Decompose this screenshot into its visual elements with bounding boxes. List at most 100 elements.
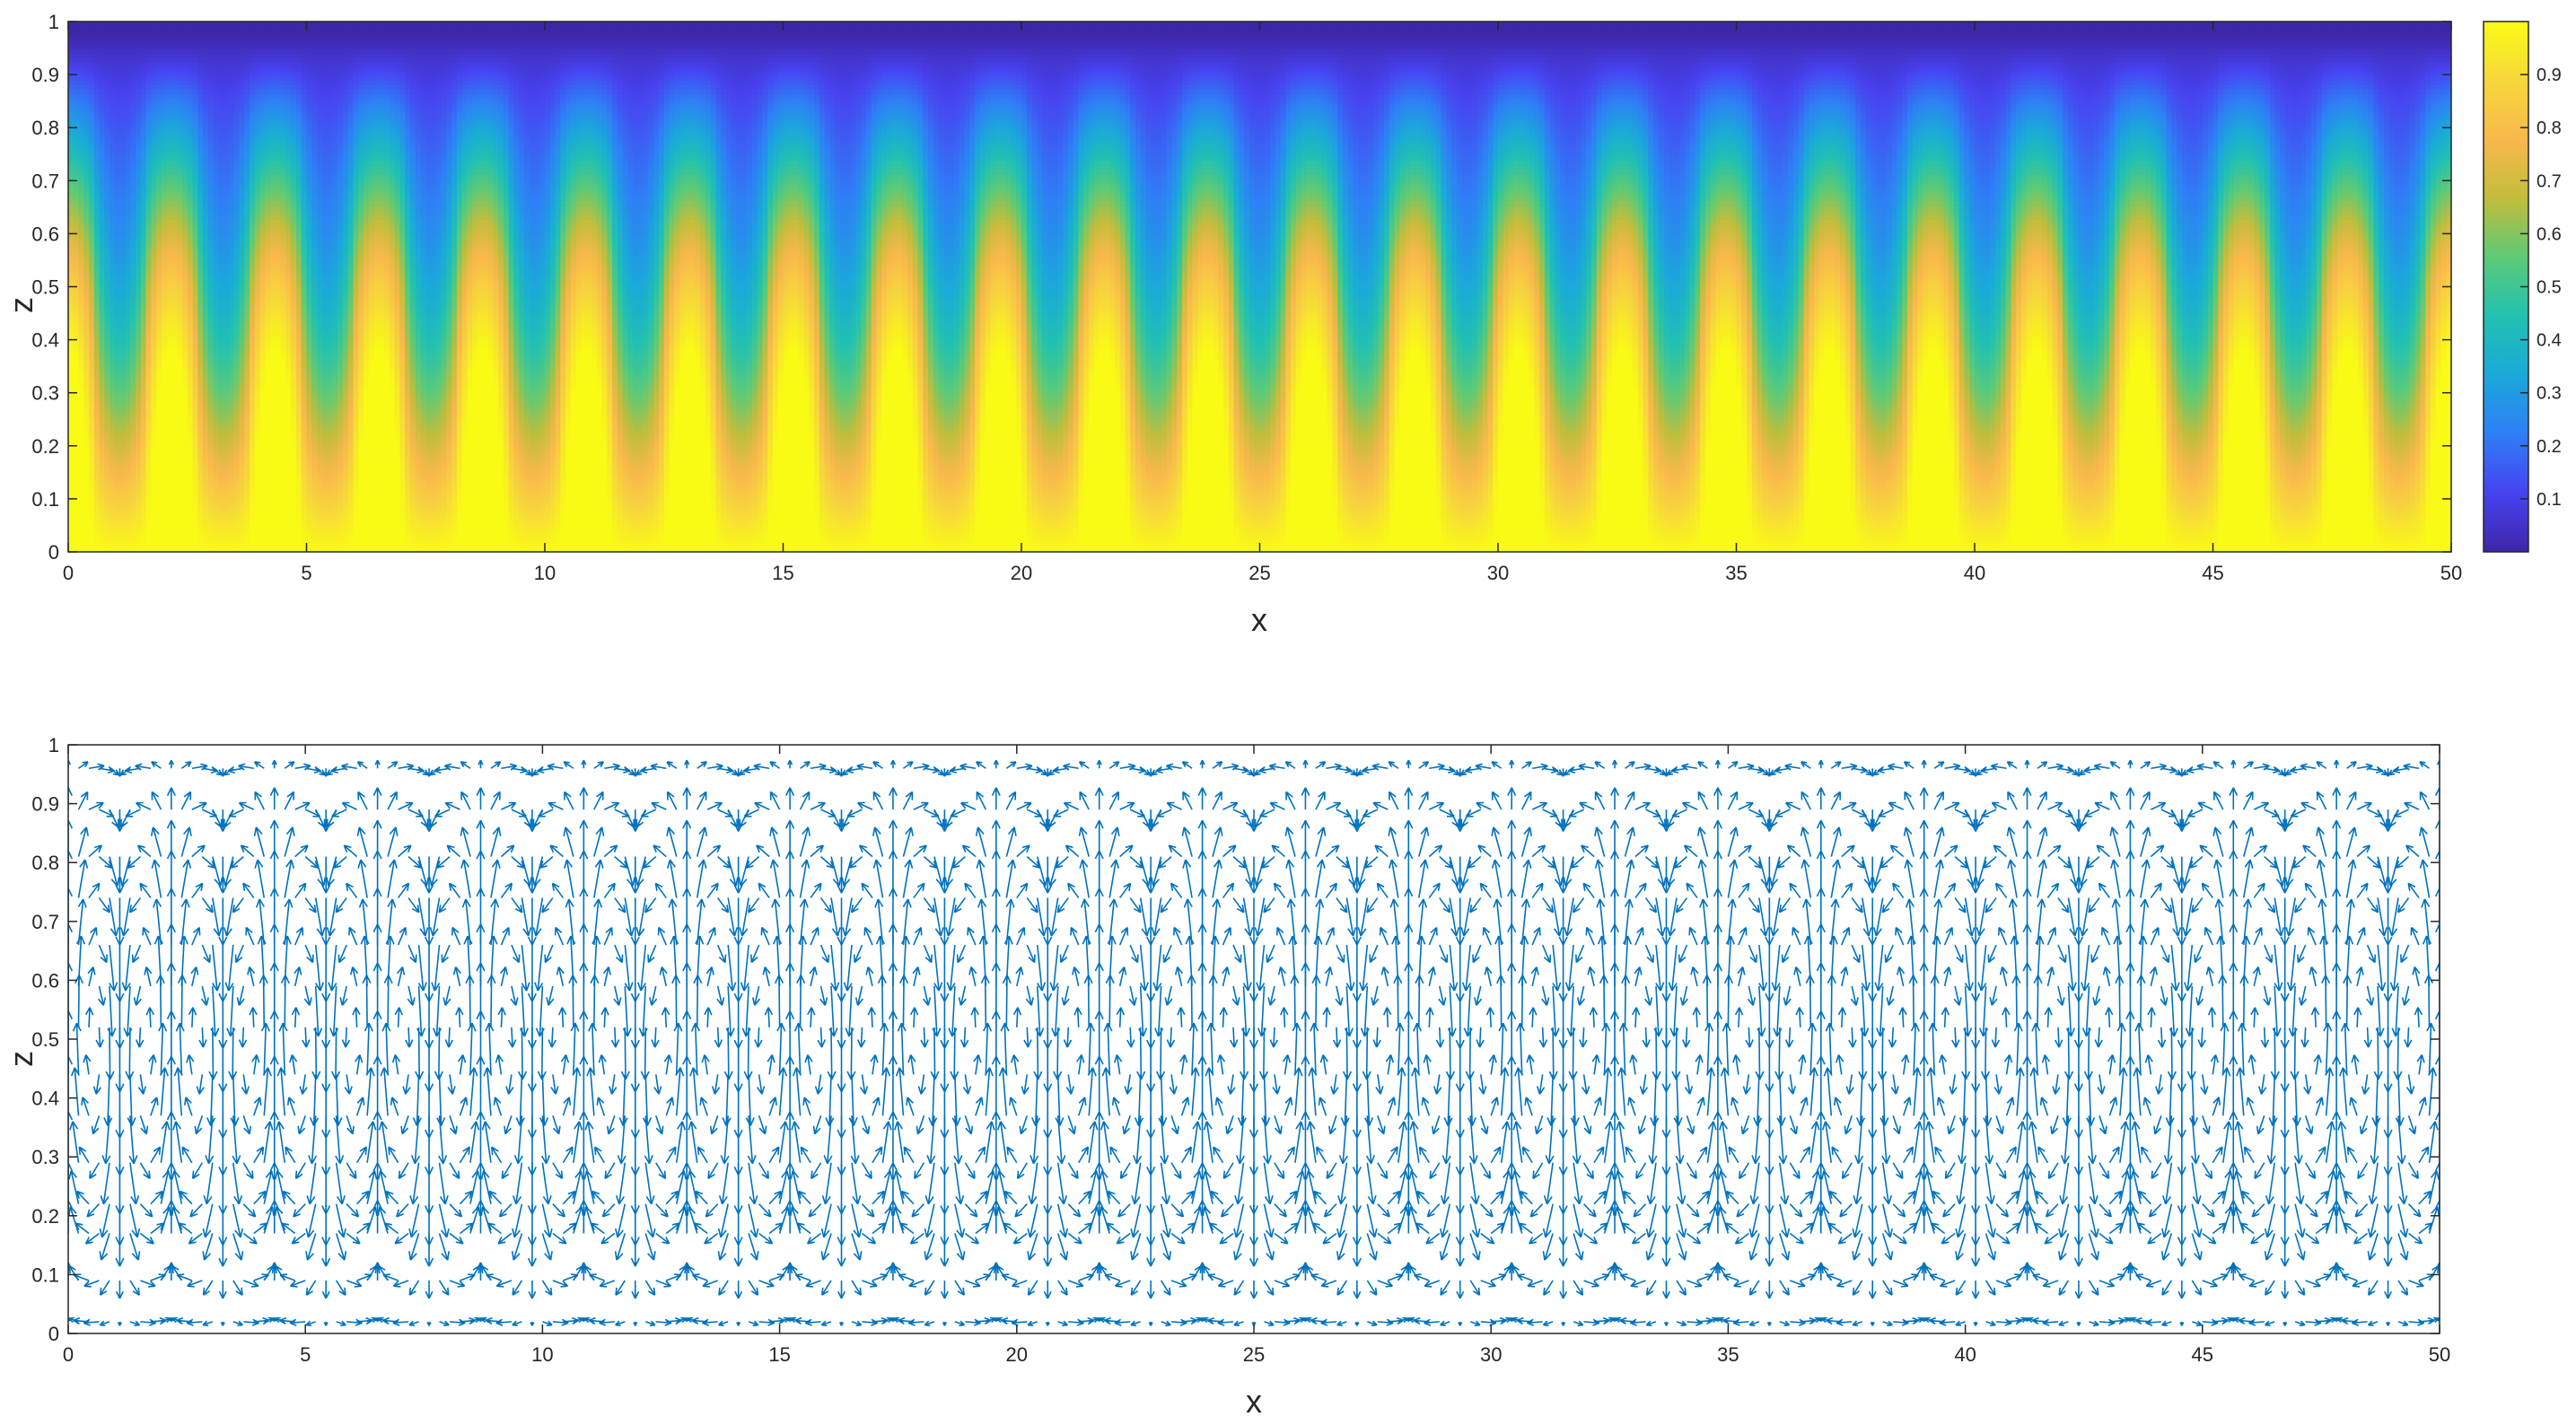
- heatmap-cell: [379, 529, 384, 535]
- heatmap-cell: [721, 543, 726, 548]
- heatmap-cell: [1757, 534, 1763, 539]
- heatmap-cell: [1783, 534, 1788, 539]
- heatmap-cell: [1757, 543, 1763, 548]
- heatmap-cell: [954, 534, 959, 539]
- heatmap-cell: [1545, 543, 1550, 548]
- heatmap-cell: [218, 525, 223, 530]
- heatmap-cell: [1373, 538, 1379, 544]
- heatmap-cell: [969, 543, 975, 548]
- heatmap-cell: [141, 534, 146, 539]
- heatmap-cell: [343, 525, 348, 530]
- heatmap-cell: [162, 538, 167, 544]
- heatmap-cell: [2399, 534, 2405, 539]
- heatmap-cell: [1146, 520, 1152, 526]
- heatmap-cell: [1125, 543, 1130, 548]
- heatmap-cell: [1695, 534, 1700, 539]
- heatmap-cell: [1042, 538, 1047, 544]
- heatmap-cell: [1659, 529, 1664, 535]
- heatmap-cell: [835, 520, 840, 526]
- heatmap-cell: [1094, 529, 1100, 535]
- heatmap-cell: [2389, 543, 2395, 548]
- heatmap-cell: [943, 538, 949, 544]
- heatmap-cell: [1726, 543, 1731, 548]
- heatmap-cell: [2223, 529, 2229, 535]
- heatmap-cell: [488, 538, 494, 544]
- heatmap-cell: [2171, 538, 2177, 544]
- heatmap-cell: [1467, 538, 1472, 544]
- heatmap-cell: [2373, 525, 2379, 530]
- heatmap-cell: [1907, 525, 1913, 530]
- heatmap-cell: [399, 543, 405, 548]
- heatmap-cell: [2249, 534, 2255, 539]
- heatmap-cell: [1337, 529, 1343, 535]
- heatmap-cell: [1104, 538, 1109, 544]
- heatmap-cell: [855, 520, 861, 526]
- heatmap-cell: [1653, 534, 1659, 539]
- heatmap-cell: [975, 543, 980, 548]
- heatmap-cell: [1943, 534, 1949, 539]
- heatmap-cell: [1571, 538, 1576, 544]
- heatmap-cell: [1171, 525, 1177, 530]
- heatmap-cell: [2203, 525, 2208, 530]
- heatmap-cell: [773, 525, 778, 530]
- heatmap-cell: [328, 520, 333, 526]
- heatmap-cell: [302, 520, 307, 526]
- heatmap-cell: [1943, 529, 1949, 535]
- heatmap-cell: [2306, 534, 2311, 539]
- heatmap-cell: [819, 525, 825, 530]
- heatmap-cell: [2047, 538, 2053, 544]
- heatmap-cell: [1767, 534, 1773, 539]
- heatmap-cell: [571, 529, 576, 535]
- heatmap-cell: [100, 525, 105, 530]
- heatmap-cell: [986, 538, 991, 544]
- heatmap-cell: [1343, 534, 1348, 539]
- heatmap-cell: [2275, 538, 2281, 544]
- heatmap-cell: [1063, 534, 1068, 539]
- heatmap-cell: [1560, 529, 1565, 535]
- heatmap-cell: [933, 534, 939, 539]
- heatmap-cell: [1664, 538, 1669, 544]
- heatmap-cell: [829, 529, 835, 535]
- heatmap-cell: [1835, 538, 1840, 544]
- heatmap-cell: [571, 534, 576, 539]
- heatmap-cell: [2410, 525, 2415, 530]
- heatmap-cell: [835, 525, 840, 530]
- heatmap-cell: [1799, 543, 1804, 548]
- heatmap-cell: [1141, 525, 1146, 530]
- heatmap-cell: [2332, 529, 2337, 535]
- heatmap-cell: [653, 543, 659, 548]
- heatmap-cell: [1415, 538, 1421, 544]
- heatmap-cell: [193, 520, 198, 526]
- heatmap-cell: [1146, 543, 1152, 548]
- heatmap-cell: [1835, 543, 1840, 548]
- heatmap-cell: [1425, 529, 1431, 535]
- heatmap-cell: [1053, 543, 1058, 548]
- heatmap-cell: [809, 543, 814, 548]
- heatmap-cell: [556, 543, 561, 548]
- heatmap-cell: [2322, 543, 2327, 548]
- heatmap-cell: [1887, 543, 1892, 548]
- heatmap-cell: [825, 543, 830, 548]
- heatmap-cell: [995, 534, 1001, 539]
- heatmap-cell: [1690, 534, 1695, 539]
- heatmap-cell: [1068, 525, 1073, 530]
- heatmap-cell: [2016, 534, 2021, 539]
- heatmap-cell: [2326, 543, 2332, 548]
- heatmap-cell: [2109, 538, 2115, 544]
- heatmap-cell: [1519, 525, 1524, 530]
- heatmap-cell: [2073, 525, 2079, 530]
- heatmap-cell: [265, 543, 270, 548]
- heatmap-cell: [2099, 529, 2105, 535]
- heatmap-cell: [1208, 534, 1214, 539]
- heatmap-cell: [1027, 543, 1032, 548]
- heatmap-cell: [1892, 525, 1897, 530]
- heatmap-cell: [1068, 538, 1073, 544]
- heatmap-cell: [1565, 529, 1571, 535]
- heatmap-cell: [1902, 529, 1907, 535]
- heatmap-cell: [1581, 538, 1586, 544]
- heatmap-cell: [2234, 543, 2239, 548]
- heatmap-cell: [1731, 538, 1737, 544]
- heatmap-cell: [793, 543, 799, 548]
- heatmap-cell: [2167, 543, 2172, 548]
- heatmap-cell: [1539, 525, 1545, 530]
